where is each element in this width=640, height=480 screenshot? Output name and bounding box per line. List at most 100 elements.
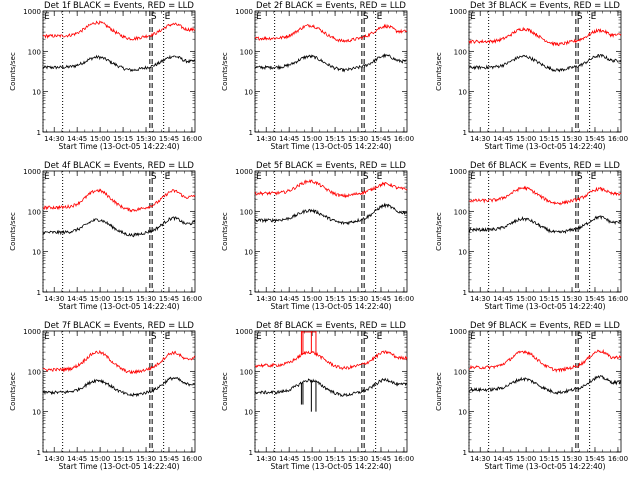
x-tick-label: 15:30: [348, 135, 368, 143]
x-tick-label: 14:45: [279, 135, 299, 143]
y-axis-label: Counts/sec: [221, 212, 229, 251]
series-line-events: [254, 202, 408, 226]
series-line-lld: [254, 350, 408, 371]
series-line-lld: [468, 26, 622, 47]
plot-frame: [254, 170, 408, 293]
y-tick-label: 1: [249, 129, 253, 137]
series-line-lld: [254, 23, 408, 43]
series-line-events: [254, 377, 408, 398]
x-tick-label: 14:30: [256, 135, 276, 143]
x-tick-label: 15:00: [90, 295, 110, 303]
x-tick-label: 16:00: [608, 135, 628, 143]
x-tick-label: 16:00: [394, 295, 414, 303]
y-axis-label: Counts/sec: [435, 52, 443, 91]
x-tick-label: 14:45: [67, 455, 87, 463]
y-tick-label: 1000: [23, 328, 41, 336]
time-marker-label: S: [363, 332, 369, 342]
y-tick-label: 10: [32, 249, 41, 257]
chart-panel-6: Det 6f BLACK = Events, RED = LLD 1 10 100 10…: [435, 161, 628, 311]
y-tick-label: 100: [240, 368, 253, 376]
x-axis-label: Start Time (13-Oct-05 14:22:40): [58, 142, 179, 151]
time-marker-label: E: [377, 332, 383, 342]
x-axis-label: Start Time (13-Oct-05 14:22:40): [270, 462, 391, 471]
y-tick-label: 1: [463, 289, 467, 297]
time-marker-label: S: [363, 12, 369, 22]
plot-frame: [254, 10, 408, 133]
series-line-lld: [468, 348, 622, 373]
time-marker-label: S: [577, 332, 583, 342]
y-tick-label: 10: [244, 409, 253, 417]
series-line-events: [42, 216, 196, 238]
time-marker-label: E: [377, 12, 383, 22]
y-tick-label: 10: [458, 89, 467, 97]
time-marker-label: E: [44, 332, 50, 342]
y-tick-label: 1: [249, 289, 253, 297]
chart-panel-2: Det 2f BLACK = Events, RED = LLD 1 10 100 10…: [221, 1, 414, 151]
series-line-lld: [42, 20, 196, 41]
time-marker-label: E: [377, 172, 383, 182]
x-tick-label: 15:15: [325, 295, 345, 303]
x-tick-label: 15:15: [113, 455, 133, 463]
x-tick-label: 15:45: [159, 455, 179, 463]
chart-panel-8: Det 8f BLACK = Events, RED = LLD 1 10 100 10…: [221, 321, 414, 471]
time-marker-label: E: [470, 12, 476, 22]
time-marker-label: S: [151, 172, 157, 182]
chart-title: Det 4f BLACK = Events, RED = LLD: [44, 161, 194, 171]
time-marker-label: S: [151, 332, 157, 342]
chart-title: Det 2f BLACK = Events, RED = LLD: [256, 1, 406, 11]
x-tick-label: 15:45: [371, 455, 391, 463]
chart-panel-4: Det 4f BLACK = Events, RED = LLD 1 10 100 10…: [9, 161, 202, 311]
y-tick-label: 100: [454, 208, 467, 216]
x-tick-label: 15:30: [562, 455, 582, 463]
y-tick-label: 1: [37, 449, 41, 457]
time-marker-label: S: [363, 172, 369, 182]
y-tick-label: 1: [37, 129, 41, 137]
y-tick-label: 10: [244, 89, 253, 97]
time-marker-label: S: [577, 172, 583, 182]
x-tick-label: 16:00: [608, 295, 628, 303]
x-tick-label: 15:45: [159, 135, 179, 143]
y-tick-label: 100: [240, 208, 253, 216]
chart-panel-5: Det 5f BLACK = Events, RED = LLD 1 10 100 10…: [221, 161, 414, 311]
chart-title: Det 9f BLACK = Events, RED = LLD: [470, 321, 620, 331]
x-tick-label: 16:00: [394, 455, 414, 463]
time-marker-label: E: [165, 332, 171, 342]
y-tick-label: 100: [454, 48, 467, 56]
chart-title: Det 1f BLACK = Events, RED = LLD: [44, 1, 194, 11]
series-line-lld: [42, 188, 196, 213]
y-tick-label: 1000: [449, 8, 467, 16]
x-tick-label: 14:45: [279, 455, 299, 463]
chart-title: Det 5f BLACK = Events, RED = LLD: [256, 161, 406, 171]
x-tick-label: 15:30: [562, 135, 582, 143]
y-tick-label: 1000: [449, 328, 467, 336]
time-marker-label: E: [165, 172, 171, 182]
y-tick-label: 10: [458, 249, 467, 257]
chart-panel-9: Det 9f BLACK = Events, RED = LLD 1 10 100 10…: [435, 321, 628, 471]
x-tick-label: 14:45: [493, 295, 513, 303]
y-tick-label: 1: [249, 449, 253, 457]
x-tick-label: 15:00: [516, 135, 536, 143]
series-line-events: [42, 376, 196, 398]
y-axis-label: Counts/sec: [435, 212, 443, 251]
x-tick-label: 15:00: [302, 135, 322, 143]
x-tick-label: 15:30: [136, 135, 156, 143]
time-marker-label: S: [577, 12, 583, 22]
chart-panel-7: Det 7f BLACK = Events, RED = LLD 1 10 100 10…: [9, 321, 202, 471]
x-tick-label: 15:00: [302, 455, 322, 463]
plot-frame: [42, 10, 196, 133]
x-tick-label: 14:45: [493, 455, 513, 463]
x-tick-label: 15:45: [585, 135, 605, 143]
y-tick-label: 1000: [235, 168, 253, 176]
x-tick-label: 15:30: [136, 295, 156, 303]
time-marker-label: S: [151, 12, 157, 22]
time-marker-label: E: [44, 12, 50, 22]
x-tick-label: 14:30: [44, 455, 64, 463]
x-tick-label: 15:30: [348, 295, 368, 303]
time-marker-label: E: [165, 12, 171, 22]
y-tick-label: 1: [37, 289, 41, 297]
x-axis-label: Start Time (13-Oct-05 14:22:40): [270, 142, 391, 151]
x-tick-label: 15:15: [113, 135, 133, 143]
x-tick-label: 14:30: [470, 455, 490, 463]
x-tick-label: 15:00: [90, 135, 110, 143]
y-tick-label: 100: [240, 48, 253, 56]
